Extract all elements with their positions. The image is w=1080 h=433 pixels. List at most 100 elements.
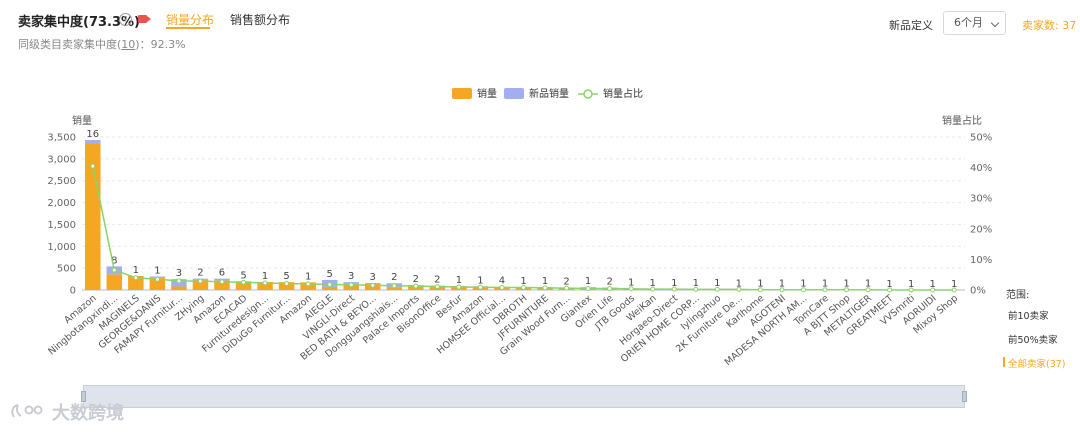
y2-tick-label: 20% [970,224,992,235]
peer-concentration-text: 同级类目卖家集中度(10)：92.3% [18,36,186,52]
zoom-slider-track[interactable] [83,385,965,408]
legend-swatch-share-marker [583,89,593,99]
bar-sales [257,281,273,290]
legend-label-share: 销量占比 [603,87,643,100]
bar-data-label: 1 [714,278,720,289]
y2-axis-title: 销量占比 [942,114,982,127]
share-point [564,285,570,291]
bar-data-label: 2 [563,277,569,288]
y2-tick-label: 0% [970,286,986,297]
share-point [628,286,634,292]
bar-data-label: 1 [779,279,785,290]
help-icon[interactable]: ? [119,13,132,26]
share-point [930,287,936,293]
legend-swatch-sales [452,88,472,99]
zoom-handle-left[interactable] [81,391,86,402]
peer-concentration-prefix: 同级类目卖家集中度( [18,38,122,51]
bar-sales [192,279,209,290]
bar-sales [386,287,403,290]
share-point [456,284,462,290]
period-select[interactable]: 6个月 [943,11,1006,35]
bar-data-label: 3 [348,271,354,282]
y-tick-label: 1,500 [47,220,76,231]
bar-data-label: 1 [650,278,656,289]
bar-sales [85,143,101,290]
bar-data-label: 1 [477,275,483,286]
bar-data-label: 1 [951,279,957,290]
share-point [413,283,419,289]
bar-data-label: 1 [520,276,526,287]
bar-data-label: 2 [413,274,419,285]
bar-data-label: 1 [908,279,914,290]
bar-sales [235,281,252,290]
y-axis-title: 销量 [72,114,92,127]
y2-tick-label: 30% [970,194,992,205]
share-point [90,163,96,169]
peer-concentration-suffix: )：92.3% [135,38,186,51]
tab-sales-distribution[interactable]: 销量分布 [166,13,215,27]
y-tick-label: 0 [70,286,76,297]
y2-tick-label: 50% [970,133,992,144]
bar-sales [106,274,123,290]
share-point [757,287,763,293]
share-point [348,282,354,288]
seller-count: 卖家数: 37 [1022,19,1077,32]
share-point [133,275,139,281]
y-tick-label: 2,000 [47,198,76,209]
bar-data-label: 1 [886,279,892,290]
peer-category-link[interactable]: 10 [121,38,136,51]
share-point [585,285,591,291]
tab-revenue-distribution[interactable]: 销售额分布 [230,13,291,27]
bar-data-label: 1 [305,271,311,282]
share-point [779,287,785,293]
share-point [370,282,376,288]
bar-data-label: 1 [628,278,634,289]
bar-data-label: 1 [822,279,828,290]
bar-data-label: 1 [133,265,139,276]
legend-swatch-new-sales [504,88,524,99]
range-option-all[interactable]: 全部卖家(37) [1008,359,1066,370]
bar-data-label: 1 [262,271,268,282]
bar-data-label: 4 [499,276,505,287]
legend-label-sales: 销量 [477,87,497,100]
share-point [542,285,548,291]
share-point [844,287,850,293]
share-point [241,279,247,285]
bar-data-label: 16 [86,129,99,140]
bar-data-label: 1 [693,278,699,289]
bar-new-sales [85,140,101,144]
bar-data-label: 1 [542,276,548,287]
share-point [521,285,526,291]
bar-data-label: 2 [434,275,440,286]
share-point [714,286,720,292]
bar-data-label: 1 [154,265,160,276]
y2-tick-label: 40% [970,163,992,174]
bar-data-label: 1 [671,278,677,289]
bar-data-label: 2 [606,277,612,288]
bar-data-label: 5 [326,269,332,280]
video-icon[interactable] [138,15,151,23]
range-option-top50pct[interactable]: 前50%卖家 [1008,335,1058,346]
share-point [650,286,656,292]
zoom-handle-right[interactable] [962,391,967,402]
bar-data-label: 5 [283,271,289,282]
bar-data-label: 8 [111,255,117,266]
bar-sales [214,280,230,290]
share-point [327,281,333,287]
y2-tick-label: 10% [970,255,992,266]
legend-label-new-sales: 新品销量 [529,87,569,100]
share-point [305,281,311,287]
share-point [197,278,203,284]
range-option-top10[interactable]: 前10卖家 [1008,311,1049,322]
bar-data-label: 1 [456,275,462,286]
bar-sales [128,276,144,290]
share-point [477,284,483,290]
watermark-logo-icon [11,404,43,418]
share-point [822,287,828,293]
share-point [800,287,806,293]
page-title: 卖家集中度(73.3%) [18,15,140,30]
share-point [887,287,893,293]
share-point [154,276,160,282]
share-point [499,285,505,291]
